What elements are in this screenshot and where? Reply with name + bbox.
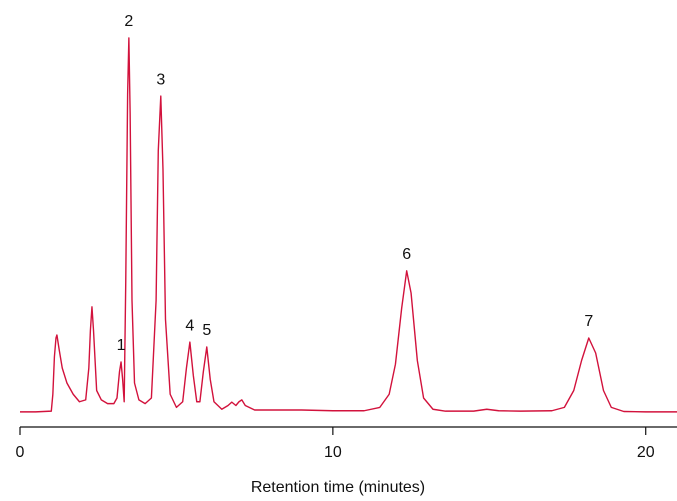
peak-label: 6: [402, 246, 411, 263]
chromatogram-trace: [20, 37, 677, 413]
x-tick-label: 20: [637, 444, 655, 461]
peak-label: 4: [185, 317, 194, 334]
x-tick-label: 0: [16, 444, 25, 461]
peak-label: 3: [156, 71, 165, 88]
x-axis-label: Retention time (minutes): [251, 479, 425, 496]
peak-label: 5: [202, 322, 211, 339]
peak-label: 2: [124, 13, 133, 30]
peak-label: 7: [584, 313, 593, 330]
peak-label: 1: [117, 337, 126, 354]
x-tick-label: 10: [324, 444, 342, 461]
